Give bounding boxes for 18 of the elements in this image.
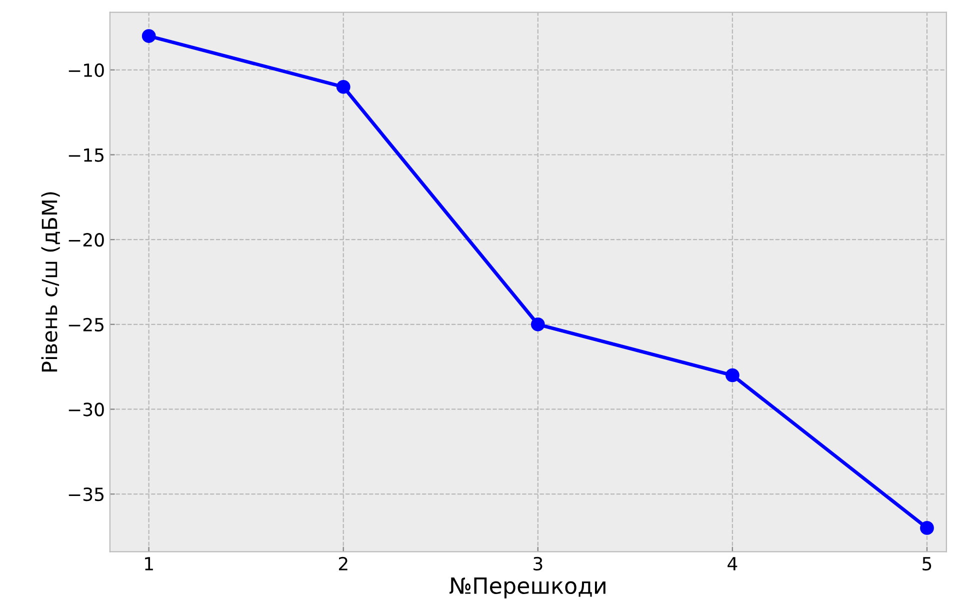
x-tick-label: 5 — [922, 557, 932, 571]
x-tick-label: 3 — [534, 556, 542, 571]
x-tick-label: 1 — [145, 557, 153, 570]
y-tick-label: −10 — [68, 63, 104, 78]
point — [142, 29, 156, 43]
y-tick-label: −30 — [68, 402, 104, 416]
x-axis-title: №Перешкоди — [450, 577, 606, 598]
point — [920, 521, 934, 535]
y-tick-label: −20 — [68, 233, 104, 247]
point — [530, 317, 545, 332]
y-tick-label: −25 — [68, 318, 104, 332]
x-tick-label: 4 — [728, 557, 738, 570]
point — [726, 368, 740, 382]
y-tick-label: −35 — [68, 487, 104, 502]
point — [336, 80, 350, 94]
y-axis-title: Рівень с/ш (дБМ) — [41, 192, 60, 372]
y-tick-label: −15 — [68, 148, 104, 162]
x-tick-label: 2 — [338, 556, 348, 570]
